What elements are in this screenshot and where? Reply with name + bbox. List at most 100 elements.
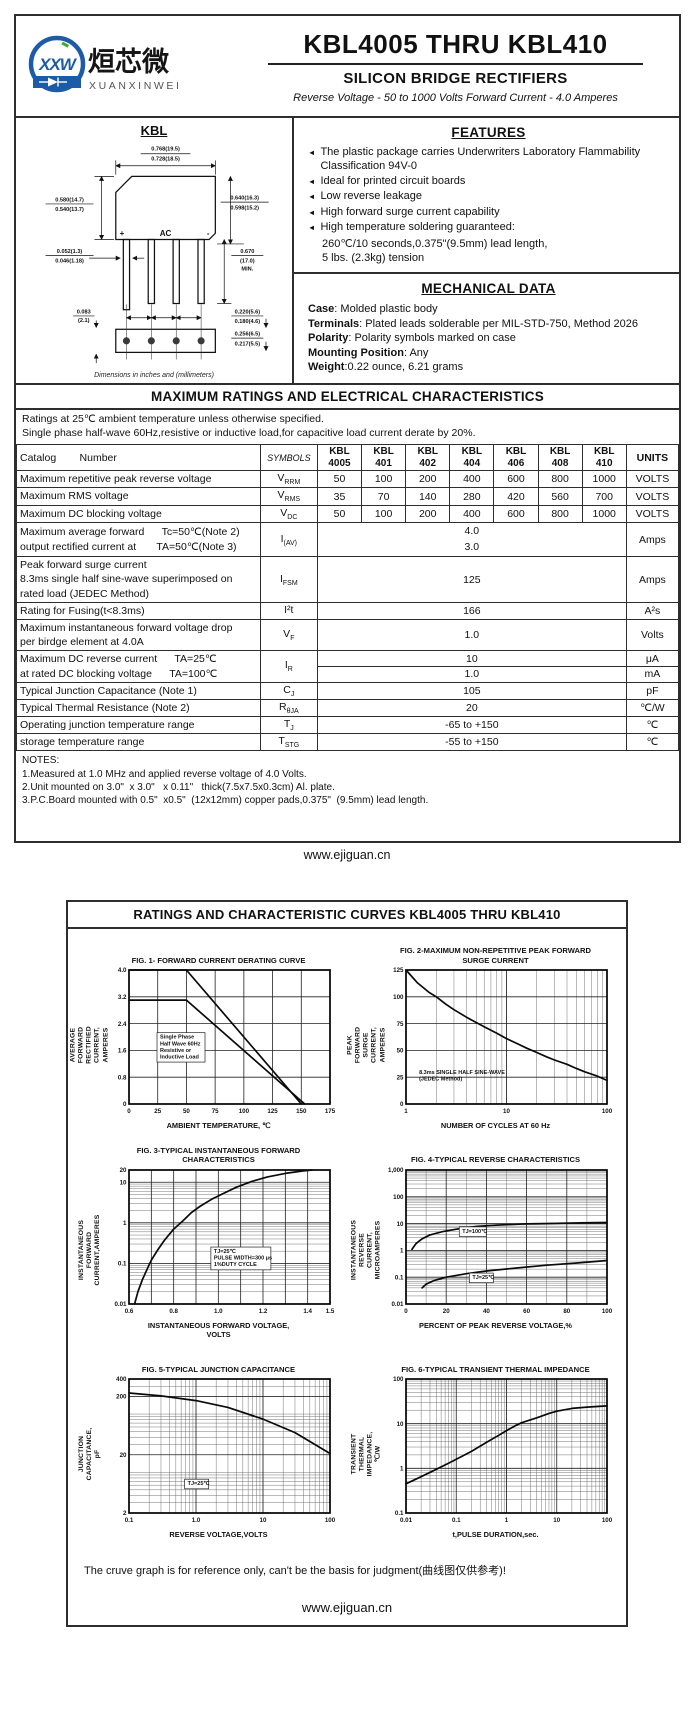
svg-text:TJ=100℃: TJ=100℃ bbox=[462, 1228, 488, 1235]
value-cell: 420 bbox=[493, 487, 539, 506]
value-cell: 50 bbox=[316, 504, 363, 523]
unit-cell: ℃ bbox=[625, 716, 680, 735]
value-cell: 400 bbox=[449, 470, 495, 489]
table-row: Typical Thermal Resistance (Note 2) RθJA… bbox=[16, 698, 680, 718]
package-name: KBL bbox=[140, 123, 168, 138]
symbol-cell: TJ bbox=[259, 716, 318, 735]
page2-footer-url[interactable]: www.ejiguan.cn bbox=[301, 1599, 393, 1615]
svg-text:8.3ms SINGLE HALF SINE-WAVE: 8.3ms SINGLE HALF SINE-WAVE bbox=[419, 1070, 505, 1076]
figure-1-xlabel: AMBIENT TEMPERATURE, ℃ bbox=[166, 1121, 271, 1131]
value-cell: -55 to +150 bbox=[316, 733, 627, 752]
figure-2-title: FIG. 2-MAXIMUM NON-REPETITIVE PEAK FORWA… bbox=[400, 946, 591, 965]
page1-footer-url[interactable]: www.ejiguan.cn bbox=[303, 848, 391, 863]
dim-label: 0.670 bbox=[240, 249, 254, 255]
dim-label: 0.728(18.5) bbox=[151, 156, 180, 162]
unit-cell: Amps bbox=[625, 556, 680, 603]
value-cell: 35 bbox=[316, 487, 363, 506]
figure-5: JUNCTION CAPACITANCE, pF FIG. 5-TYPICAL … bbox=[70, 1354, 347, 1540]
value-cell: 400 bbox=[449, 504, 495, 523]
table-row: Operating junction temperature range TJ … bbox=[16, 716, 680, 735]
svg-text:0.1: 0.1 bbox=[451, 1517, 460, 1524]
svg-text:1.0: 1.0 bbox=[191, 1517, 200, 1524]
ratings-conditions: Ratings at 25℃ ambient temperature unles… bbox=[16, 410, 679, 444]
svg-text:PULSE WIDTH=300 μs: PULSE WIDTH=300 μs bbox=[213, 1255, 271, 1261]
figure-6: TRANSIENT THERMAL IMPEDANCE, ℃/W FIG. 6-… bbox=[347, 1354, 624, 1540]
ratings-table: Catalog Number SYMBOLS KBL 4005 KBL 401 … bbox=[16, 444, 680, 752]
bullet-arrow-icon: ◄ bbox=[308, 148, 316, 157]
svg-text:125: 125 bbox=[393, 967, 404, 974]
catalog-header-cell: Catalog Number bbox=[16, 444, 261, 472]
svg-text:3.2: 3.2 bbox=[117, 994, 126, 1001]
value-cell: 1000 bbox=[581, 470, 627, 489]
figure-4-ylabel: INSTANTANEOUS REVERSE CURRENT, MICROAMPE… bbox=[350, 1220, 382, 1281]
polarity-ac-label: AC bbox=[160, 229, 172, 238]
svg-text:1.0: 1.0 bbox=[214, 1308, 223, 1315]
param-label: Maximum RMS voltage bbox=[16, 487, 261, 506]
svg-text:100: 100 bbox=[601, 1308, 612, 1315]
dim-label: 0.083 bbox=[77, 309, 91, 315]
svg-text:TJ=25℃: TJ=25℃ bbox=[213, 1248, 236, 1255]
dim-label: 0.640(16.3) bbox=[230, 196, 259, 202]
charts-grid: AVERAGE FORWARD RECTIFIED CURRENT, AMPER… bbox=[68, 929, 626, 1540]
dim-label: 0.217(5.5) bbox=[235, 341, 261, 347]
svg-text:0.01: 0.01 bbox=[114, 1301, 127, 1308]
param-label: storage temperature range bbox=[16, 733, 261, 752]
param-label: Maximum DC reverse current TA=25℃ at rat… bbox=[16, 650, 261, 683]
svg-text:1.4: 1.4 bbox=[303, 1308, 312, 1315]
model-header-cell: KBL 404 bbox=[449, 444, 495, 472]
unit-cell: VOLTS bbox=[625, 470, 680, 489]
part-number-title: KBL4005 THRU KBL410 bbox=[303, 28, 608, 59]
model-header-cell: KBL 401 bbox=[361, 444, 407, 472]
unit-cell: A²s bbox=[625, 601, 680, 620]
svg-text:Single Phase: Single Phase bbox=[160, 1035, 194, 1041]
value-cell: 1.0 bbox=[316, 666, 627, 683]
features-section: FEATURES ◄ The plastic package carries Un… bbox=[294, 118, 679, 275]
mech-line: Case: Molded plastic body bbox=[308, 303, 438, 316]
param-label: Operating junction temperature range bbox=[16, 716, 261, 735]
svg-text:10: 10 bbox=[553, 1517, 560, 1524]
svg-text:50: 50 bbox=[396, 1048, 403, 1055]
table-row: Maximum DC blocking voltage VDC 50 100 2… bbox=[16, 504, 680, 523]
symbol-cell: IFSM bbox=[259, 556, 318, 603]
svg-text:175: 175 bbox=[324, 1108, 335, 1115]
figure-2-ylabel: PEAK FORWARD SURGE CURRENT, AMPERES bbox=[346, 1027, 386, 1064]
figure-5-xlabel: REVERSE VOLTAGE,VOLTS bbox=[169, 1529, 268, 1539]
value-cell: 800 bbox=[537, 504, 583, 523]
figure-4-title: FIG. 4-TYPICAL REVERSE CHARACTERISTICS bbox=[410, 1155, 581, 1165]
feature-text: Low reverse leakage bbox=[320, 190, 422, 203]
symbol-cell: VRMS bbox=[259, 487, 318, 506]
svg-text:100: 100 bbox=[393, 1376, 404, 1383]
svg-text:0.8: 0.8 bbox=[169, 1308, 178, 1315]
product-type-subtitle: SILICON BRIDGE RECTIFIERS bbox=[343, 69, 568, 87]
figure-2-xlabel: NUMBER OF CYCLES AT 60 Hz bbox=[440, 1121, 551, 1131]
chart-plot: TJ=100℃ TJ=25℃ 0 20 40 60 80 100 0.01 0.1 1 10 100 1,… bbox=[388, 1167, 613, 1315]
figure-6-xlabel: t,PULSE DURATION,sec. bbox=[452, 1529, 539, 1539]
svg-text:1: 1 bbox=[123, 1220, 127, 1227]
value-cell: 600 bbox=[493, 470, 539, 489]
mounting-holes bbox=[122, 337, 205, 345]
svg-text:100: 100 bbox=[601, 1517, 612, 1524]
svg-text:0.6: 0.6 bbox=[124, 1308, 133, 1315]
svg-text:0: 0 bbox=[400, 1101, 404, 1108]
feature-text: Ideal for printed circuit boards bbox=[320, 175, 466, 187]
param-label: Maximum instantaneous forward voltage dr… bbox=[16, 618, 261, 652]
table-row: Maximum DC reverse current TA=25℃ at rat… bbox=[16, 650, 680, 683]
svg-text:4.0: 4.0 bbox=[117, 967, 126, 974]
svg-text:60: 60 bbox=[523, 1308, 530, 1315]
model-header-cell: KBL 406 bbox=[493, 444, 539, 472]
table-row: storage temperature range TSTG -55 to +1… bbox=[16, 733, 680, 752]
notes-block: NOTES: 1.Measured at 1.0 MHz and applied… bbox=[22, 755, 429, 806]
value-cell: 4.0 3.0 bbox=[316, 521, 627, 558]
table-row: Maximum average forward Tc=50℃(Note 2) o… bbox=[16, 521, 680, 558]
unit-cell: μA bbox=[625, 650, 680, 667]
symbol-cell: VDC bbox=[259, 504, 318, 523]
model-header-cell: KBL 410 bbox=[581, 444, 627, 472]
svg-text:0.1: 0.1 bbox=[117, 1260, 126, 1267]
unit-cell: VOLTS bbox=[625, 504, 680, 523]
param-label: Rating for Fusing(t<8.3ms) bbox=[16, 601, 261, 620]
value-cell: 100 bbox=[361, 470, 407, 489]
package-diagram-panel: KBL bbox=[16, 118, 294, 383]
param-label: Maximum repetitive peak reverse voltage bbox=[16, 470, 261, 489]
figure-4-xlabel: PERCENT OF PEAK REVERSE VOLTAGE,% bbox=[419, 1320, 572, 1330]
svg-text:0.1: 0.1 bbox=[394, 1510, 403, 1517]
